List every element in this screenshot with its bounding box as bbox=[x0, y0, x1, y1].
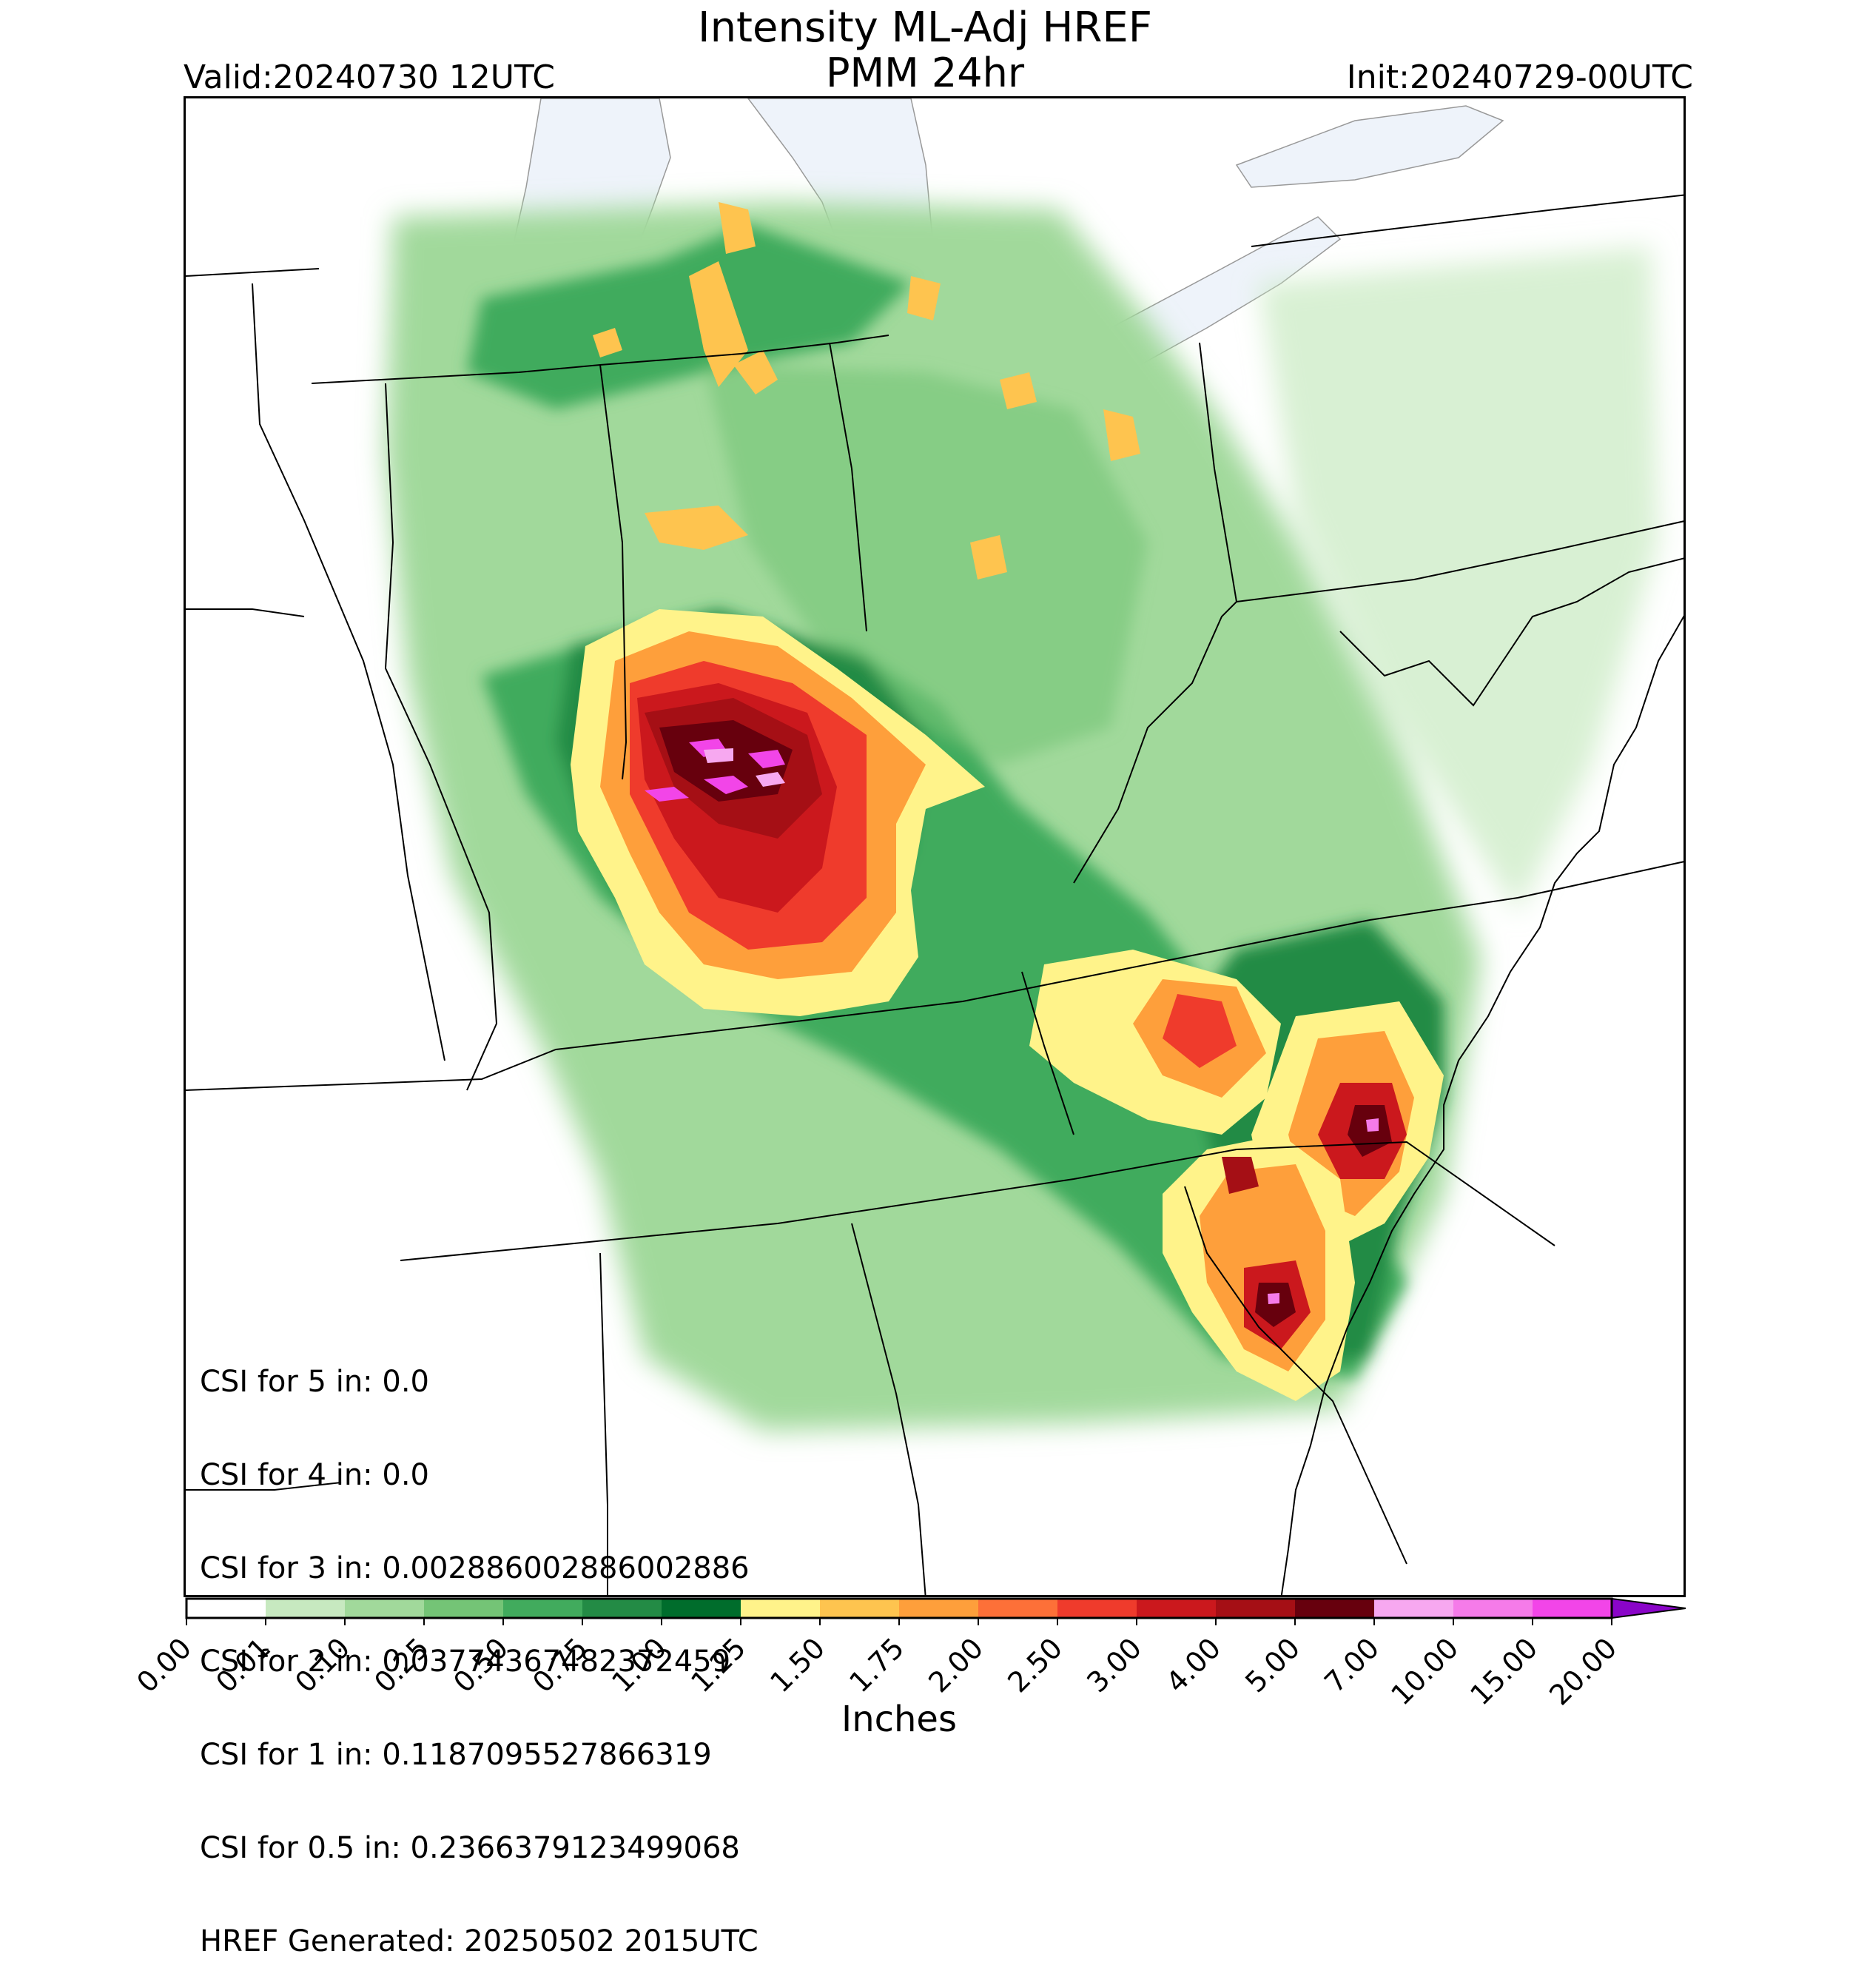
colorbar-segment bbox=[345, 1599, 424, 1618]
scattered-cells-north bbox=[593, 202, 1140, 580]
heavy-rain-core-ohio bbox=[571, 609, 985, 1016]
colorbar-segment bbox=[1295, 1599, 1374, 1618]
colorbar-segment bbox=[1057, 1599, 1137, 1618]
csi-4in: CSI for 4 in: 0.0 bbox=[200, 1458, 429, 1492]
precipitation-map bbox=[184, 96, 1686, 1597]
colorbar-segment bbox=[820, 1599, 899, 1618]
colorbar-segment bbox=[186, 1599, 266, 1618]
colorbar-tick-label: 3.00 bbox=[1080, 1631, 1148, 1699]
colorbar-segment bbox=[1533, 1599, 1612, 1618]
coastline bbox=[1280, 615, 1684, 1595]
valid-time-label: Valid:20240730 12UTC bbox=[184, 58, 556, 96]
href-generated: HREF Generated: 20250502 2015UTC bbox=[200, 1924, 758, 1958]
colorbar-tick-label: 4.00 bbox=[1160, 1631, 1228, 1699]
colorbar-tick-label: 2.50 bbox=[1001, 1631, 1069, 1699]
colorbar-tick-label: 5.00 bbox=[1239, 1631, 1307, 1699]
colorbar-segment bbox=[1137, 1599, 1216, 1618]
colorbar-segment bbox=[662, 1599, 741, 1618]
csi-1in: CSI for 1 in: 0.1187095527866319 bbox=[200, 1738, 712, 1772]
init-time-label: Init:20240729-00UTC bbox=[1346, 58, 1693, 96]
state-borders bbox=[186, 194, 1684, 1595]
csi-3in: CSI for 3 in: 0.002886002886002886 bbox=[200, 1551, 750, 1585]
colorbar-segment bbox=[741, 1599, 820, 1618]
map-canvas bbox=[186, 98, 1684, 1595]
colorbar-segment bbox=[1374, 1599, 1453, 1618]
colorbar-extension bbox=[1611, 1597, 1686, 1619]
csi-2in: CSI for 2 in: 0.03774367482372459 bbox=[200, 1645, 731, 1679]
lake-ontario bbox=[1235, 105, 1504, 188]
heavy-rain-cells-southeast bbox=[1029, 950, 1444, 1401]
colorbar-tick-label: 1.50 bbox=[764, 1631, 832, 1699]
precip-field bbox=[386, 202, 1658, 1431]
colorbar-tick-label: 7.00 bbox=[1318, 1631, 1386, 1699]
csi-0p5in: CSI for 0.5 in: 0.2366379123499068 bbox=[200, 1831, 740, 1865]
colorbar bbox=[184, 1596, 1693, 1640]
colorbar-tick-label: 1.75 bbox=[843, 1631, 911, 1699]
colorbar-tick-label: 0.00 bbox=[130, 1631, 198, 1699]
colorbar-graphic bbox=[185, 1597, 1686, 1625]
colorbar-segment bbox=[978, 1599, 1057, 1618]
colorbar-tick-label: 2.00 bbox=[922, 1631, 990, 1699]
colorbar-segment bbox=[582, 1599, 662, 1618]
colorbar-segment bbox=[1453, 1599, 1533, 1618]
colorbar-segment bbox=[1216, 1599, 1295, 1618]
colorbar-segment bbox=[899, 1599, 978, 1618]
chart-title-line1: Intensity ML-Adj HREF bbox=[698, 4, 1152, 52]
chart-title-line2: PMM 24hr bbox=[825, 50, 1025, 96]
colorbar-segment bbox=[424, 1599, 503, 1618]
csi-5in: CSI for 5 in: 0.0 bbox=[200, 1365, 429, 1399]
colorbar-label: Inches bbox=[841, 1699, 957, 1740]
colorbar-segment bbox=[503, 1599, 582, 1618]
colorbar-segment bbox=[266, 1599, 345, 1618]
